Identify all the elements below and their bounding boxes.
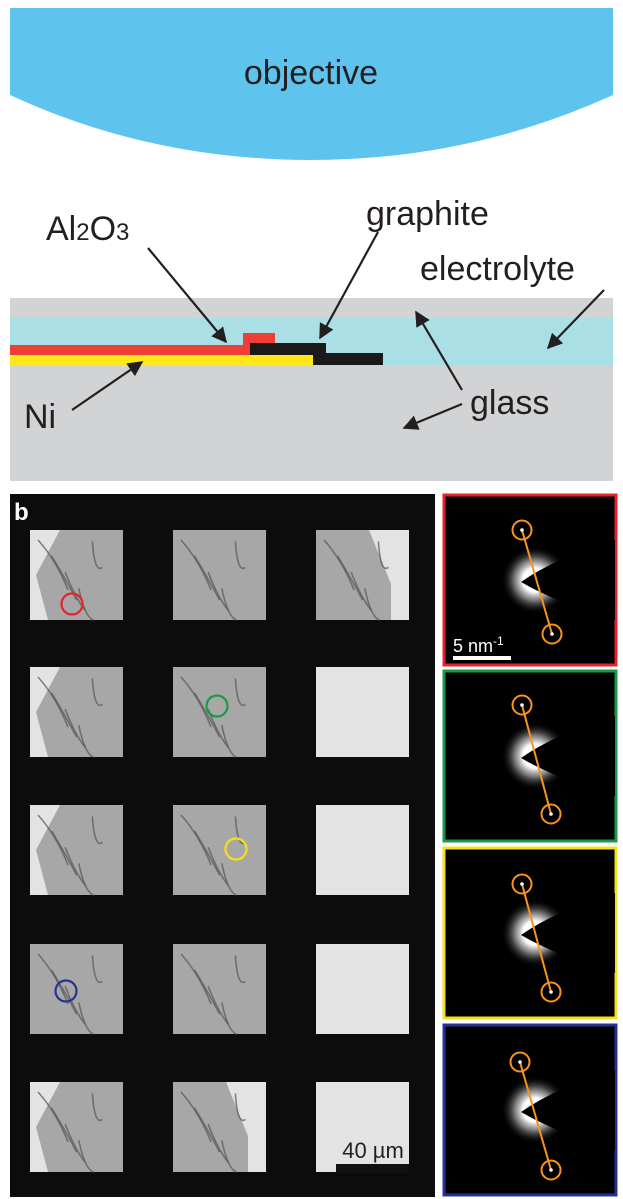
electrolyte-label: electrolyte <box>420 250 575 288</box>
diffraction-spot <box>549 1168 553 1172</box>
grid-cell <box>316 667 409 757</box>
al2o3-label-sub2: 3 <box>116 219 129 246</box>
objective-label: objective <box>244 54 378 92</box>
graphite-film <box>173 805 266 895</box>
al2o3-label-o: O <box>90 210 116 248</box>
grid-cell <box>30 1082 123 1172</box>
al2o3-label: Al2O3 <box>46 210 129 248</box>
diffraction-spot <box>520 703 524 707</box>
diffraction-spot <box>518 1060 522 1064</box>
diffraction-spot <box>520 528 524 532</box>
diffraction-inset <box>443 670 617 842</box>
grid-cell <box>173 805 266 895</box>
grid-cell <box>173 667 266 757</box>
diffraction-inset <box>443 847 617 1019</box>
scale-bar-label: 40 µm <box>342 1138 404 1163</box>
graphite-label: graphite <box>366 195 489 233</box>
glass-label: glass <box>470 384 549 422</box>
inset-scale: 5 nm-1 <box>453 634 511 660</box>
diffraction-spot <box>549 990 553 994</box>
grid-cell <box>173 530 266 620</box>
panel-b: b 40 µm 5 nm-1 <box>10 494 617 1197</box>
top-glass-layer <box>10 298 613 318</box>
graphite-film <box>173 944 266 1034</box>
scale-bar <box>336 1164 409 1173</box>
inset-scale-bar <box>453 656 511 660</box>
diffraction-insets <box>443 494 617 1196</box>
grid-cell <box>30 805 123 895</box>
grid-cell <box>173 944 266 1034</box>
grid-cell <box>30 530 123 620</box>
grid-cell <box>30 667 123 757</box>
al2o3-layer <box>10 345 250 355</box>
diffraction-spot <box>549 812 553 816</box>
panel-b-letter: b <box>14 499 29 526</box>
grid-cell <box>316 944 409 1034</box>
graphite-contact <box>313 353 383 365</box>
diffraction-spot <box>520 882 524 886</box>
ni-label: Ni <box>24 398 56 436</box>
al2o3-label-sub1: 2 <box>76 219 89 246</box>
graphite-film <box>173 530 266 620</box>
graphite-film <box>173 667 266 757</box>
grid-cell <box>316 530 409 620</box>
al2o3-label-al: Al <box>46 210 76 248</box>
ni-electrode <box>10 355 313 366</box>
panel-a: a objective Al2O3 graphite electrolyte N… <box>10 8 613 481</box>
inset-scale-exponent: -1 <box>493 634 504 648</box>
grid-cell <box>173 1082 266 1172</box>
diffraction-inset <box>443 1024 617 1196</box>
inset-scale-text: 5 nm <box>453 636 493 656</box>
diffraction-spot <box>550 632 554 636</box>
svg-text:Al2O3: Al2O3 <box>46 210 129 248</box>
grid-cell <box>316 805 409 895</box>
